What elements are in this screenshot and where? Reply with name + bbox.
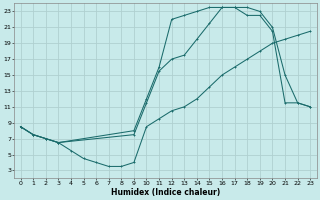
X-axis label: Humidex (Indice chaleur): Humidex (Indice chaleur) xyxy=(111,188,220,197)
